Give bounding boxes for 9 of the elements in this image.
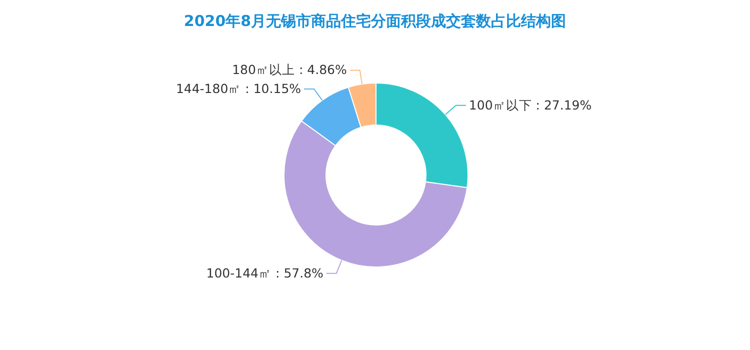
data-label: : 10.15% [245, 80, 302, 96]
data-label: : 27.19% [536, 97, 592, 112]
slice-label: 180㎡以上 [232, 62, 295, 78]
chart-title: 2020年8月无锡市商品住宅分面积段成交套数占比结构图 [184, 12, 566, 30]
slice-label: 100-144㎡ [206, 265, 272, 280]
slice-label: 100㎡以下 [468, 97, 532, 112]
slice-label: 144-180㎡ [176, 80, 242, 96]
data-label: : 4.86% [298, 62, 347, 78]
data-label: : 57.8% [276, 265, 324, 280]
